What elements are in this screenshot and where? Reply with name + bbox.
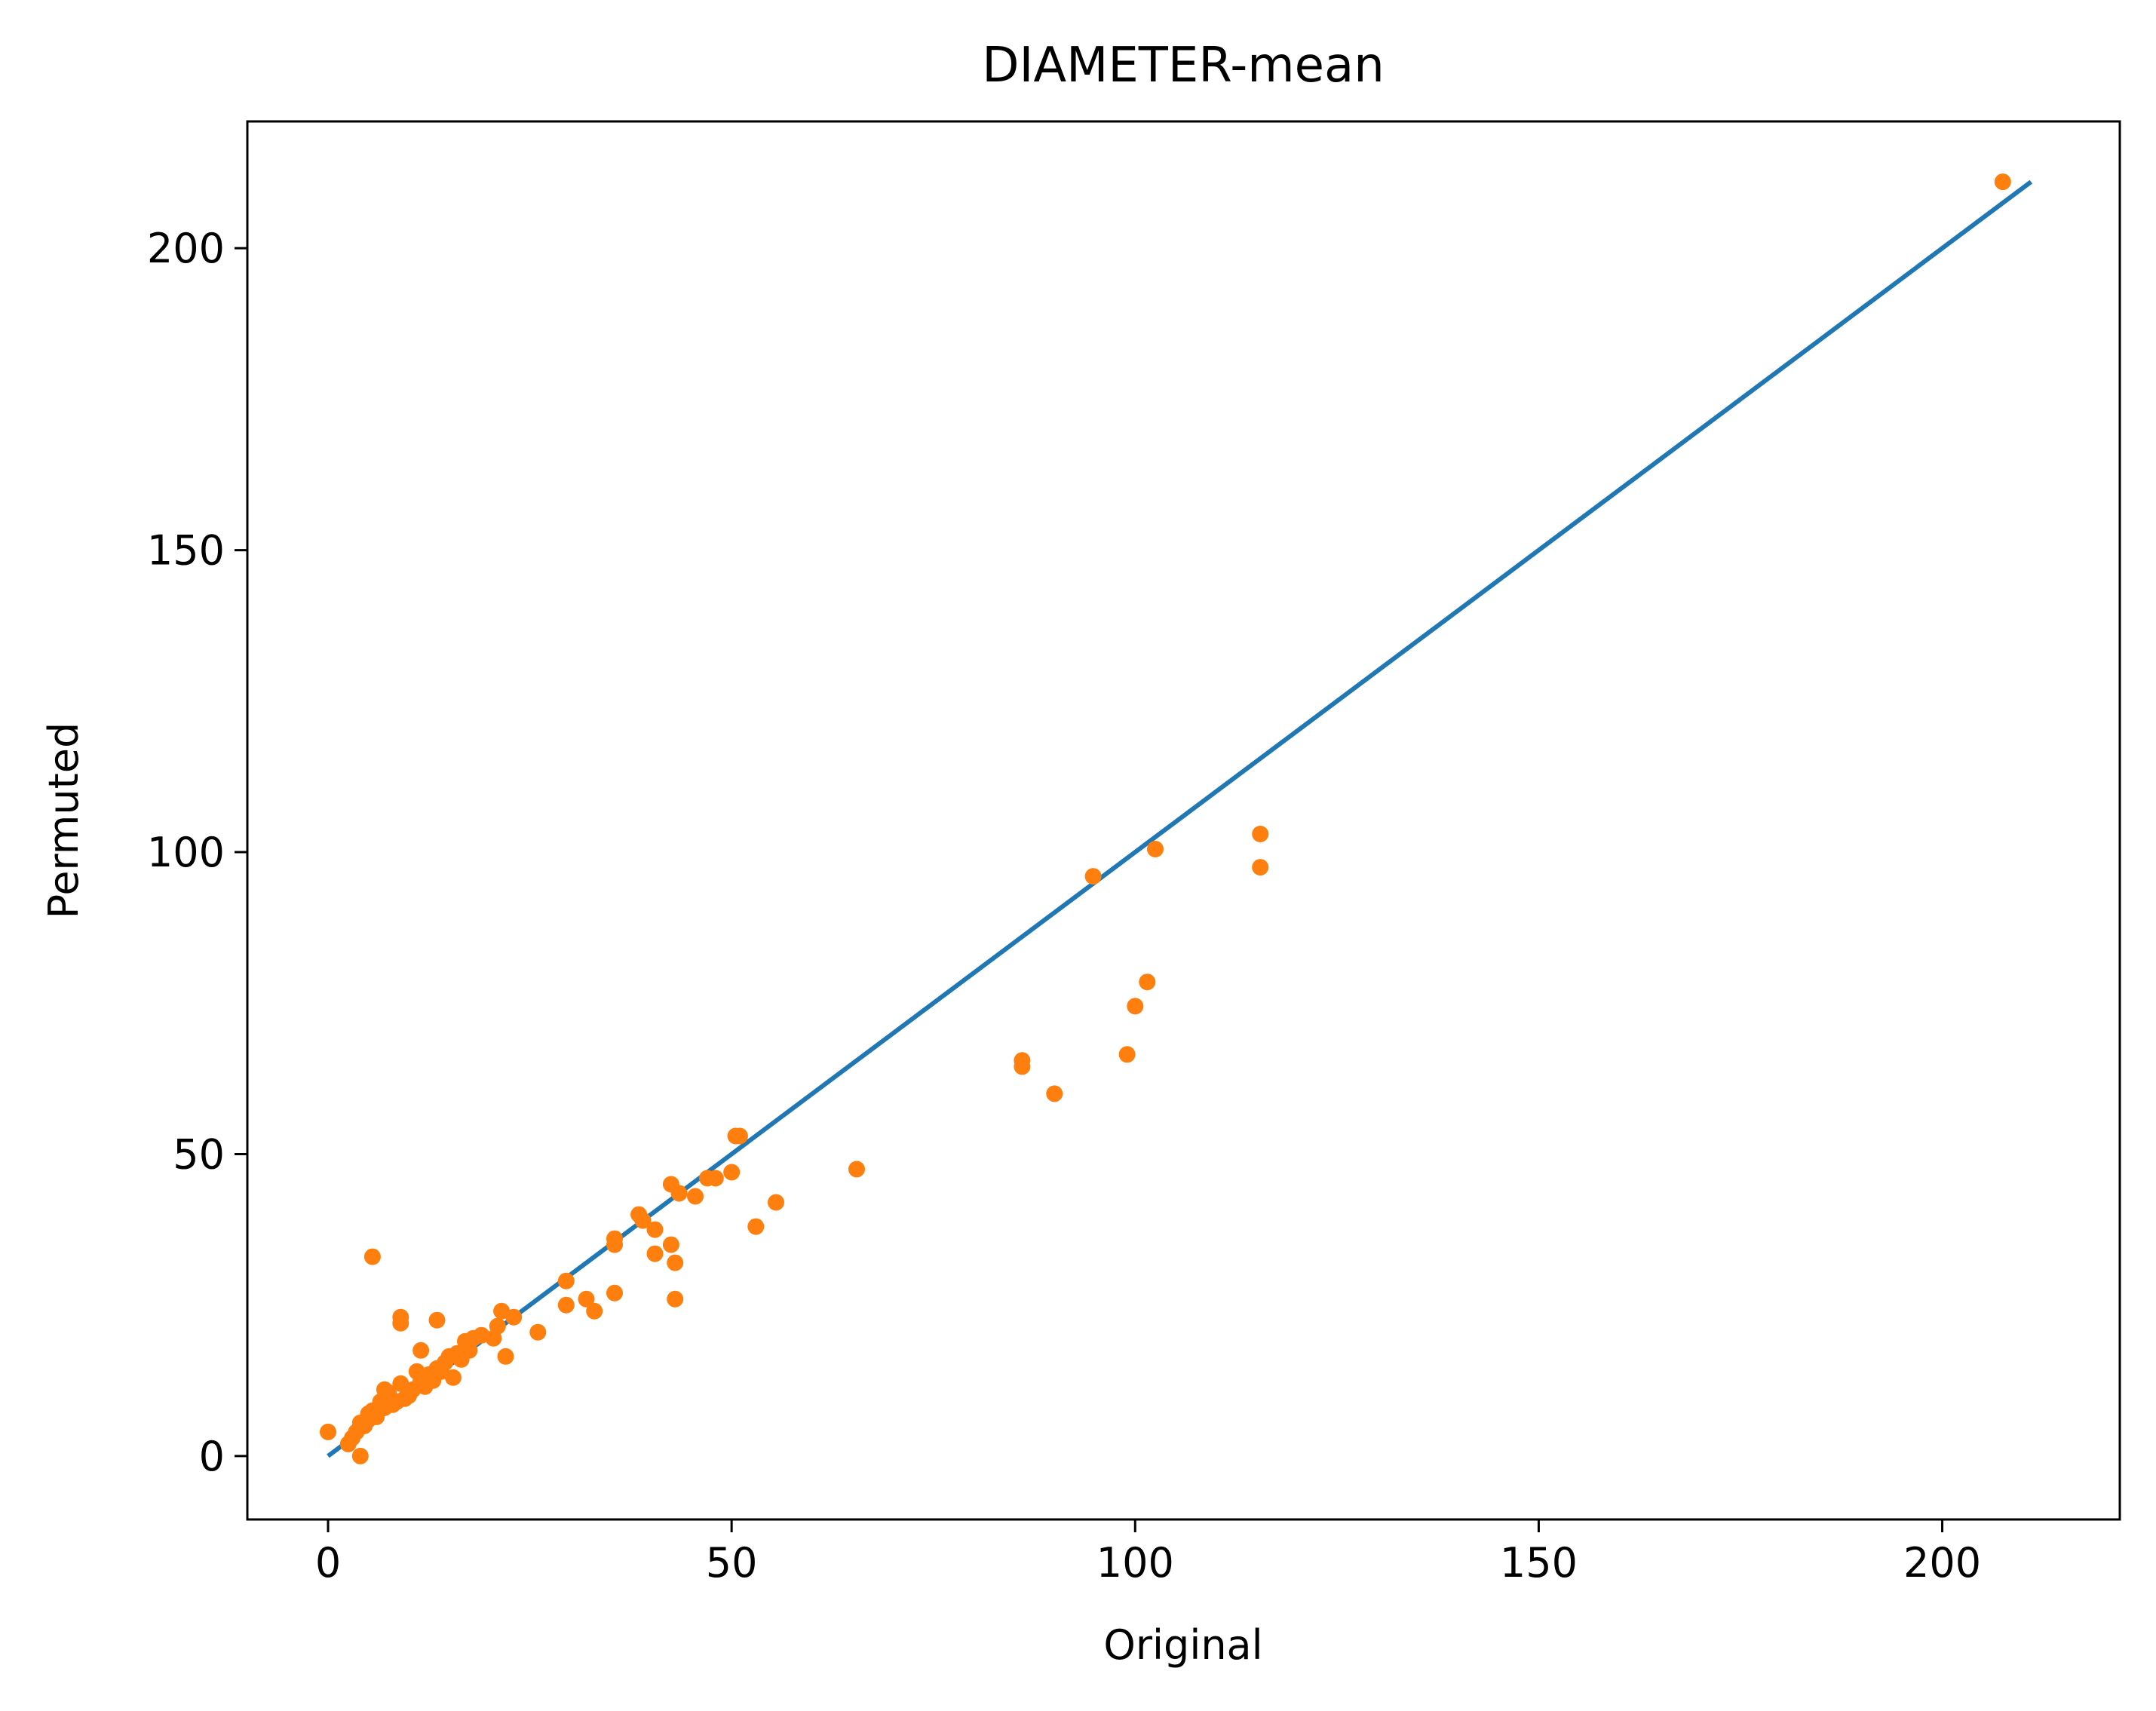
data-point <box>1994 173 2011 191</box>
data-point <box>662 1236 679 1253</box>
data-point <box>449 1345 466 1362</box>
chart-title: DIAMETER-mean <box>982 38 1385 94</box>
data-point <box>1139 974 1156 991</box>
data-point <box>687 1188 704 1205</box>
data-point <box>1014 1058 1031 1075</box>
data-point <box>727 1127 744 1145</box>
data-point <box>723 1164 741 1181</box>
data-point <box>1127 998 1144 1015</box>
data-point <box>768 1194 784 1211</box>
data-point <box>320 1423 336 1440</box>
data-point <box>1084 868 1102 885</box>
data-point <box>586 1302 603 1320</box>
y-axis-ticks: 0 50 100 150 200 <box>147 225 247 1480</box>
data-point <box>497 1348 514 1365</box>
data-point <box>363 1248 381 1265</box>
data-point <box>1252 859 1269 876</box>
x-axis-label: Original <box>1103 1621 1262 1669</box>
data-point <box>646 1221 664 1238</box>
y-tick-label: 150 <box>147 527 225 575</box>
y-tick-label: 0 <box>199 1433 225 1480</box>
data-point <box>412 1372 430 1389</box>
x-tick-label: 150 <box>1500 1539 1578 1587</box>
data-point <box>457 1332 474 1350</box>
data-point <box>1118 1046 1136 1063</box>
data-marks <box>320 173 2033 1464</box>
x-tick-label: 0 <box>315 1539 341 1587</box>
data-point <box>667 1290 684 1308</box>
data-point <box>1046 1085 1063 1102</box>
y-tick-label: 200 <box>147 225 225 272</box>
data-point <box>428 1311 446 1329</box>
data-point <box>646 1245 664 1262</box>
data-point <box>1252 826 1269 842</box>
data-point <box>392 1375 409 1392</box>
y-tick-label: 100 <box>147 829 225 876</box>
x-tick-label: 50 <box>706 1539 758 1587</box>
x-axis-ticks: 0 50 100 150 200 <box>315 1519 1981 1587</box>
data-point <box>699 1170 716 1187</box>
y-axis-label: Permuted <box>40 722 87 919</box>
data-point <box>339 1435 357 1452</box>
data-point <box>667 1254 684 1271</box>
data-point <box>630 1206 648 1223</box>
data-point <box>606 1284 623 1302</box>
x-tick-label: 100 <box>1096 1539 1174 1587</box>
data-point <box>493 1302 511 1320</box>
data-point <box>1147 841 1164 857</box>
data-point <box>557 1296 575 1314</box>
x-tick-label: 200 <box>1903 1539 1981 1587</box>
data-point <box>578 1290 595 1308</box>
data-point <box>392 1314 409 1332</box>
data-point <box>662 1176 679 1193</box>
data-point <box>351 1447 369 1464</box>
data-point <box>529 1323 547 1341</box>
data-point <box>557 1272 575 1289</box>
data-point <box>848 1161 865 1178</box>
y-tick-label: 50 <box>173 1130 225 1178</box>
plot-area <box>246 120 2121 1521</box>
data-point <box>412 1342 430 1359</box>
data-point <box>747 1218 765 1235</box>
data-point <box>606 1236 623 1253</box>
